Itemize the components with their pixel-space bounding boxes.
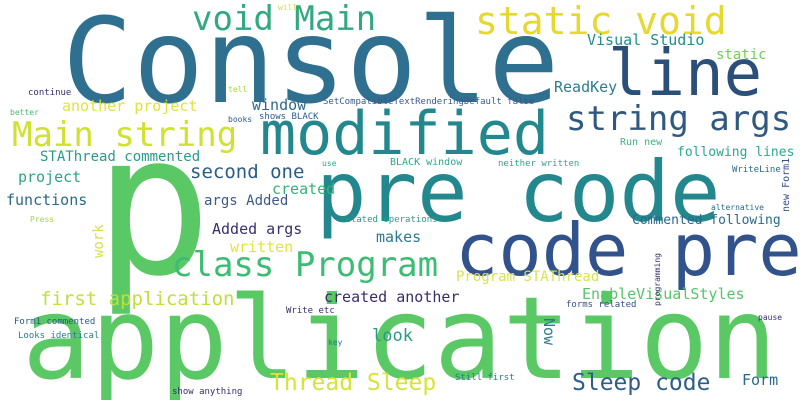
word-key: key [328, 338, 343, 347]
word-void-main: void Main [192, 0, 377, 39]
word-press: Press [30, 215, 55, 224]
word-forms-related: forms related [566, 300, 637, 310]
word-use: use [322, 159, 337, 168]
word-makes: makes [376, 228, 422, 246]
word-show-anything: show anything [172, 387, 243, 397]
word-program-stathread: Program STAThread [456, 269, 600, 285]
word-p: p [94, 92, 213, 320]
word-window: window [252, 96, 307, 114]
word-pause: pause [758, 313, 783, 322]
word-readkey: ReadKey [554, 78, 618, 96]
word-alternative: alternative [711, 203, 764, 212]
word-write-etc: Write etc [286, 306, 335, 316]
word-another-project: another project [62, 97, 198, 115]
word-tell: tell [228, 85, 248, 94]
word-second-one: second one [190, 161, 305, 183]
word-still-first: Still first [455, 373, 515, 383]
word-form1-commented: Form1 commented [14, 317, 96, 327]
word-look: look [372, 326, 413, 346]
word-line: line [608, 37, 763, 111]
word-sleep-code: Sleep code [572, 370, 711, 396]
word-class-program: class Program [172, 245, 439, 285]
word-will: will [278, 3, 298, 12]
word-enablevisualstyles: EnableVisualStyles [582, 285, 745, 303]
word-black-window: BLACK window [390, 157, 463, 168]
word-looks-identical: Looks identical [18, 331, 100, 341]
word-args-added: args Added [204, 193, 289, 209]
word-written: written [230, 238, 294, 256]
word-created-another: created another [324, 288, 460, 306]
word-static: static [716, 47, 767, 63]
word-created: created [272, 180, 336, 198]
word-books: books [228, 115, 253, 124]
word-commented-following: Commented following [632, 213, 781, 228]
word-main-string: Main string [12, 115, 238, 155]
word-functions: functions [6, 191, 88, 209]
word-modified: modified [260, 99, 549, 169]
word-writeline: WriteLine [732, 165, 781, 175]
word-added-args: Added args [212, 220, 303, 238]
word-work: work [91, 224, 107, 258]
word-static-void: static void [475, 0, 727, 43]
word-thread-sleep: Thread Sleep [270, 370, 437, 396]
word-project: project [18, 168, 82, 186]
word-new-form1: new Form1 [781, 157, 792, 212]
word-run-new: Run new [620, 137, 663, 148]
word-first-application: first application [40, 288, 235, 310]
word-shows-black: shows BLACK [259, 112, 319, 122]
word-visual-studio: Visual Studio [587, 31, 705, 49]
word-neither-written: neither written [498, 159, 580, 169]
word-form: Form [742, 371, 779, 389]
word-continue: continue [28, 88, 72, 98]
word-string-args: string args [566, 99, 792, 139]
word-console: Console [62, 0, 560, 130]
word-stathread-commented: STAThread commented [40, 149, 201, 165]
word-programming: programming [653, 253, 662, 306]
word-better: better [10, 108, 39, 117]
word-application: application [22, 272, 777, 400]
word-pre-code: pre code [316, 143, 721, 241]
word-related-operations: related operations [340, 215, 438, 225]
word-code-pre: code pre [455, 208, 800, 292]
word-following-lines: following lines [677, 145, 795, 160]
word-setcompat: SetCompatibleTextRenderingDefault false [323, 97, 535, 107]
word-now: Now [540, 318, 558, 346]
